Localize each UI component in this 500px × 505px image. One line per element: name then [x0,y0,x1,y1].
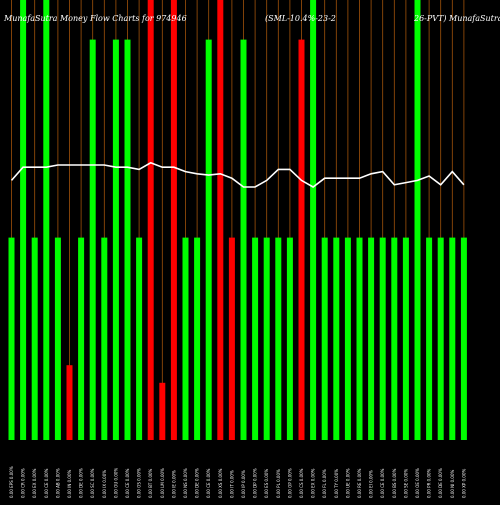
x-tick-label: 0.00 SE 0.00% [403,469,408,498]
money-flow-line [10,161,465,188]
x-tick-label: 0.00 DE 0.00% [79,468,84,498]
x-tick-label: 0.00 NI 0.00% [450,469,455,498]
bar [66,365,73,440]
x-tick-label: 0.00 DE 0.00% [438,468,443,498]
x-tick-label: 0.00 CE 0.00% [380,468,385,498]
x-tick-label: 0.00 IX 0.00% [102,470,107,498]
bar [379,237,386,440]
x-tick-label: 0.00 CE 0.00% [125,468,130,498]
chart-title-right: 26-PVT) MunafaSutra.com [413,14,500,23]
bar [8,237,15,440]
x-tick-label: 0.00 EPS 0.00% [9,466,14,498]
bar [112,39,119,440]
x-tick-label: 0.00 EX 0.00% [32,468,37,498]
bar [240,39,247,440]
bar [449,237,456,440]
bar [344,237,351,440]
x-tick-label: 0.00 RE 0.00% [357,468,362,498]
x-tick-label: 0.00 EI 0.00% [369,470,374,498]
bar [298,39,305,440]
x-tick-label: 0.00 CE 0.00% [206,468,211,498]
x-tick-label: 0.00 BT 0.00% [148,468,153,498]
bar [402,237,409,440]
bar [321,237,328,440]
bar [426,237,433,440]
x-tick-label: 0.00 DE 0.00% [195,468,200,498]
bar [20,0,27,440]
bar [275,237,282,440]
bar [368,237,375,440]
x-tick-label: 0.00 BS 0.00% [392,468,397,498]
tick-layer: 0.00 EPS 0.00% 0.00 CR 0.00% 0.00 EX 0.00%… [9,466,466,498]
x-tick-label: 0.00 NS 0.00% [183,468,188,498]
bar [228,237,235,440]
bar [182,237,189,440]
x-tick-label: 0.00 OP 0.00% [287,468,292,498]
bar [414,0,421,440]
x-tick-label: 0.00 EX 0.00% [311,468,316,498]
bar [89,39,96,440]
x-tick-label: 0.00 FL 0.00% [322,469,327,498]
chart-title-left: MunafaSutra Money Flow Charts for 974946 [3,14,187,23]
bar [159,382,166,440]
x-tick-label: 0.00 IN 0.00% [67,469,72,498]
x-tick-label: 0.00 TY 0.00% [334,469,339,498]
x-tick-label: 0.00 XP 0.00% [461,468,466,498]
bar [194,237,201,440]
x-tick-label: 0.00 CR 0.00% [21,468,26,498]
bar [333,237,340,440]
x-tick-label: 0.00 OE 0.00% [415,468,420,498]
x-tick-label: 0.00 IE 0.00% [171,470,176,498]
bar [391,237,398,440]
bar-layer [8,0,467,440]
x-tick-label: 0.00 DP 0.00% [253,468,258,498]
bar [31,237,38,440]
x-tick-label: 0.00 AB 0.00% [55,468,60,498]
bar [170,0,177,440]
bar [136,237,143,440]
bar [310,0,317,440]
x-tick-label: 0.00 PR 0.00% [427,468,432,498]
x-tick-label: 0.00 UE 0.00% [345,468,350,498]
x-tick-label: 0.00 CS 0.00% [299,468,304,498]
x-tick-label: 0.00 PL 0.00% [276,469,281,498]
bar [43,0,50,440]
x-tick-label: 0.00 SC 0.00% [90,468,95,498]
bar [437,237,444,440]
x-tick-label: 0.00 ES 0.00% [264,469,269,498]
bar [217,0,224,440]
bar [54,237,61,440]
bar [252,237,259,440]
bar [356,237,363,440]
bar [263,237,270,440]
bar [101,237,108,440]
bar [460,237,467,440]
x-tick-label: 0.00 LM 0.00% [160,468,165,498]
bar [286,237,293,440]
x-tick-label: 0.00 CE 0.00% [44,468,49,498]
chart-title-mid: (SML-10.4%-23-2 [265,14,336,23]
bar [147,0,154,440]
x-tick-label: 0.00 OS 0.00% [137,468,142,498]
bar [205,39,212,440]
bar [78,237,85,440]
bar [124,39,131,440]
x-tick-label: 0.00 IT 0.00% [229,470,234,498]
x-tick-label: 0.00 OU 0.00% [113,468,118,498]
x-tick-label: 0.00 XS 0.00% [218,468,223,498]
line-layer [10,161,465,188]
x-tick-label: 0.00 IP 0.00% [241,470,246,498]
